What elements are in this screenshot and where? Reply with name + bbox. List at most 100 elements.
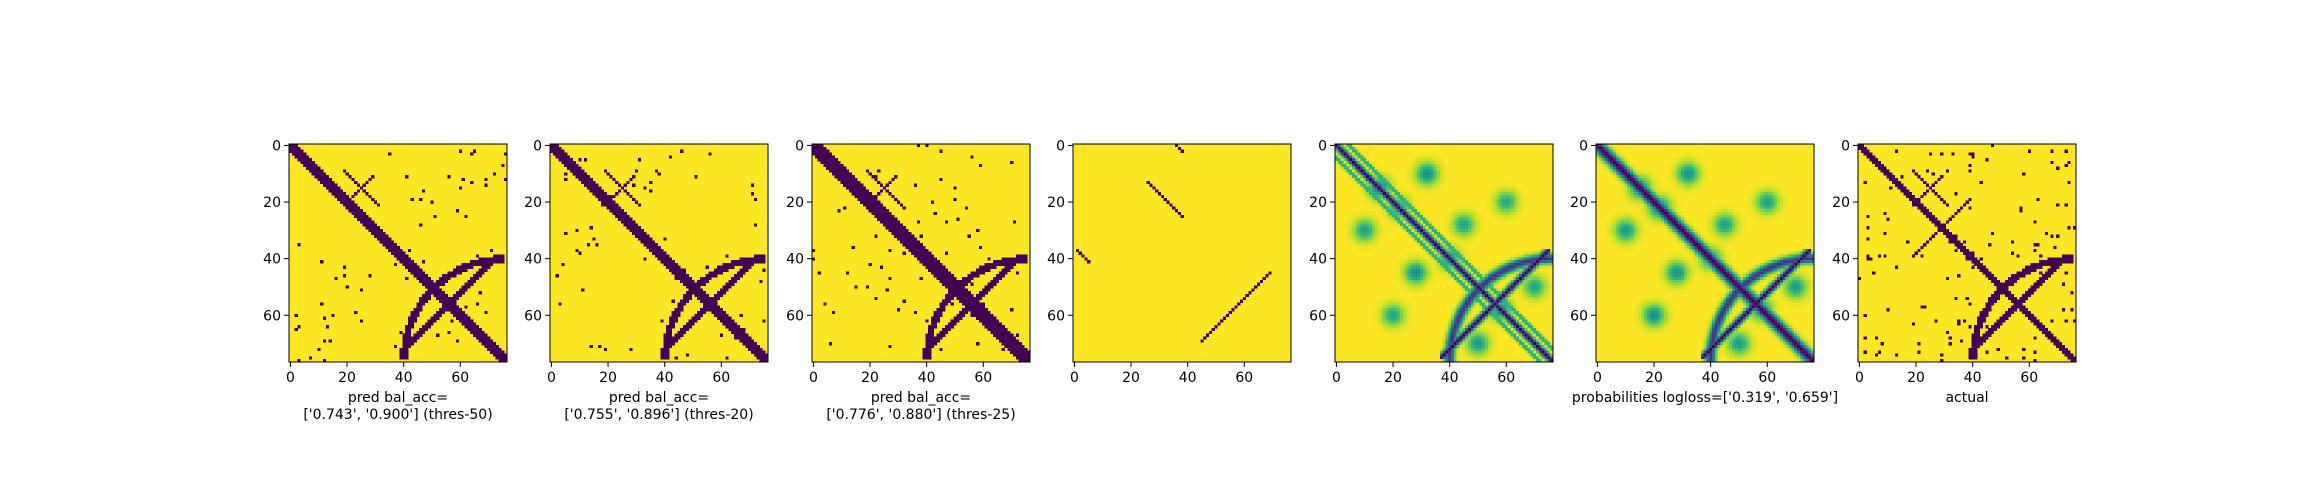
- heatmap-cell: [762, 350, 766, 354]
- heatmap-cell: [1335, 146, 1339, 151]
- heatmap-cell: [439, 296, 443, 301]
- heatmap-cell: [1360, 220, 1364, 224]
- heatmap-cell: [1493, 158, 1497, 162]
- heatmap-cell: [953, 277, 957, 281]
- heatmap-cell: [1385, 237, 1390, 241]
- heatmap-cell: [1448, 163, 1452, 167]
- heatmap-cell: [393, 243, 397, 247]
- heatmap-cell: [1346, 214, 1350, 218]
- heatmap-cell: [868, 209, 872, 213]
- heatmap-cell: [1380, 160, 1384, 165]
- heatmap-cell: [348, 206, 352, 210]
- heatmap-cell: [959, 316, 963, 320]
- heatmap-cell: [677, 268, 681, 272]
- heatmap-cell: [731, 325, 735, 329]
- heatmap-cell: [894, 175, 898, 179]
- heatmap-cell: [1439, 228, 1443, 233]
- heatmap-cell: [1374, 217, 1378, 221]
- heatmap-cell: [564, 160, 568, 165]
- heatmap-cell: [1473, 200, 1477, 204]
- heatmap-cell: [1504, 180, 1509, 184]
- heatmap-cell: [439, 282, 443, 286]
- heatmap-cell: [430, 319, 434, 323]
- heatmap-cell: [1521, 177, 1526, 182]
- heatmap-cell: [902, 231, 906, 235]
- heatmap-cell: [1544, 144, 1548, 148]
- heatmap-cell: [1385, 169, 1390, 173]
- heatmap-cell: [1439, 166, 1443, 170]
- heatmap-cell: [1405, 180, 1409, 184]
- heatmap-cell: [382, 234, 386, 238]
- heatmap-cell: [1397, 186, 1401, 190]
- heatmap-cell: [981, 322, 986, 326]
- heatmap-cell: [422, 330, 426, 335]
- heatmap-cell: [1360, 200, 1364, 204]
- heatmap-cell: [748, 260, 752, 264]
- heatmap-cell: [1502, 169, 1506, 173]
- heatmap-cell: [1354, 172, 1358, 176]
- heatmap-cell: [461, 268, 465, 272]
- heatmap-cell: [688, 279, 692, 284]
- heatmap-cell: [1434, 209, 1438, 213]
- heatmap-cell: [1360, 152, 1364, 156]
- heatmap-cell: [1431, 240, 1435, 244]
- heatmap-cell: [450, 308, 454, 312]
- heatmap-cell: [1504, 209, 1509, 213]
- heatmap-cell: [1473, 237, 1477, 241]
- heatmap-cell: [990, 328, 994, 332]
- heatmap-cell: [1371, 217, 1375, 221]
- heatmap-cell: [1456, 177, 1460, 182]
- heatmap-cell: [1513, 192, 1517, 196]
- heatmap-cell: [1360, 234, 1364, 238]
- heatmap-cell: [1374, 166, 1378, 170]
- heatmap-cell: [683, 325, 687, 329]
- heatmap-cell: [1343, 177, 1347, 182]
- heatmap-cell: [1343, 175, 1347, 179]
- heatmap-cell: [1081, 254, 1085, 258]
- heatmap-cell: [478, 333, 482, 337]
- heatmap-cell: [1451, 206, 1455, 210]
- heatmap-cell: [1550, 223, 1554, 227]
- heatmap-cell: [1451, 146, 1455, 151]
- heatmap-cell: [436, 285, 440, 289]
- heatmap-cell: [1468, 214, 1472, 218]
- heatmap-cell: [1459, 217, 1463, 221]
- heatmap-cell: [945, 302, 949, 306]
- heatmap-cell: [1453, 183, 1458, 187]
- heatmap-cell: [1013, 220, 1017, 224]
- heatmap-cell: [458, 311, 463, 315]
- heatmap-cell: [1383, 217, 1387, 221]
- heatmap-cell: [1414, 186, 1418, 190]
- heatmap-cell: [1408, 240, 1412, 244]
- heatmap-cell: [1445, 180, 1449, 184]
- heatmap-cell: [356, 217, 361, 221]
- heatmap-cell: [1380, 209, 1384, 213]
- heatmap-cell: [1473, 206, 1477, 210]
- heatmap-cell: [891, 228, 895, 233]
- heatmap-cell: [705, 305, 709, 309]
- heatmap-cell: [962, 282, 966, 286]
- heatmap-cell: [629, 223, 633, 227]
- heatmap-cell: [393, 251, 397, 255]
- heatmap-cell: [1425, 203, 1429, 207]
- heatmap-cell: [1442, 223, 1446, 227]
- heatmap-cell: [1487, 220, 1492, 224]
- heatmap-cell: [1456, 160, 1460, 165]
- heatmap-cell: [973, 305, 977, 309]
- heatmap-cell: [578, 251, 582, 255]
- heatmap-cell: [1476, 228, 1480, 233]
- heatmap-cell: [1391, 234, 1395, 238]
- heatmap-cell: [939, 271, 943, 275]
- heatmap-cell: [1385, 217, 1390, 221]
- heatmap-cell: [1340, 183, 1344, 187]
- heatmap-cell: [668, 265, 673, 269]
- heatmap-cell: [722, 285, 726, 289]
- heatmap-cell: [685, 296, 690, 301]
- heatmap-cell: [1439, 152, 1443, 156]
- heatmap-cell: [473, 260, 477, 264]
- heatmap-cell: [812, 248, 816, 252]
- heatmap-cell: [388, 248, 392, 252]
- heatmap-cell: [390, 245, 395, 250]
- heatmap-cell: [714, 311, 718, 315]
- heatmap-cell: [388, 152, 392, 156]
